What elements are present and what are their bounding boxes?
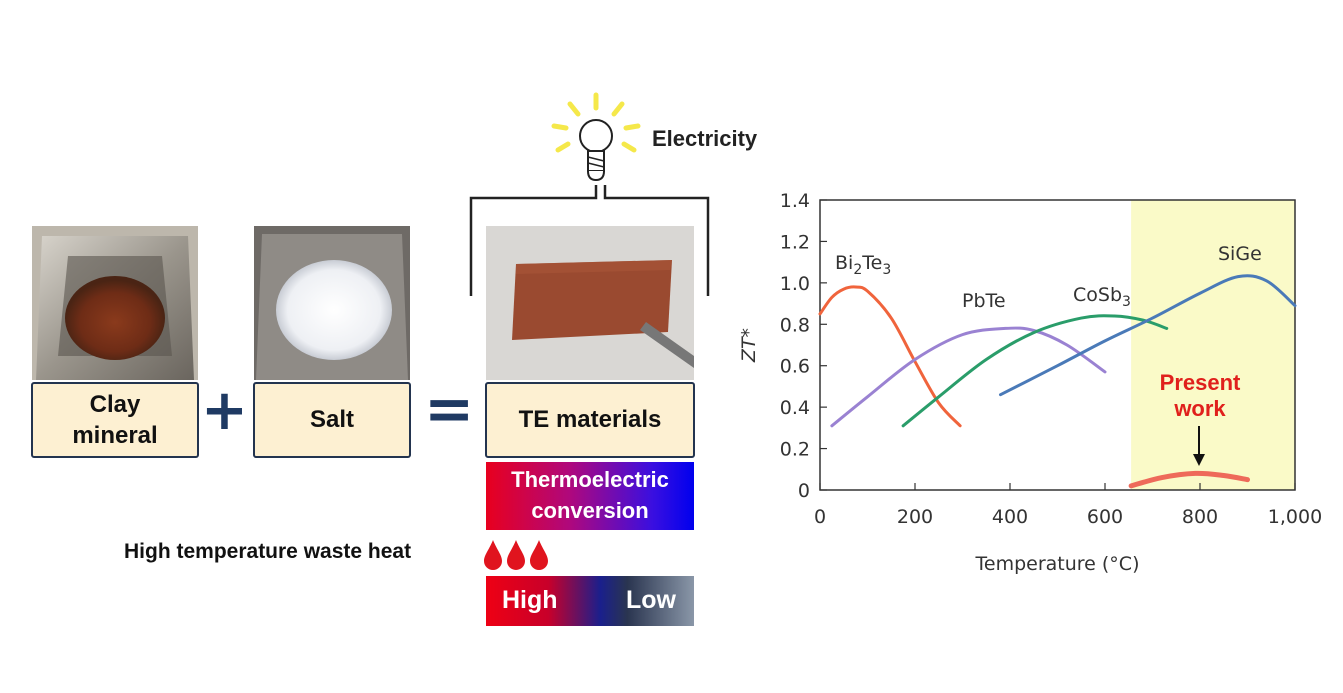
x-tick-label: 400 [992,506,1028,528]
series-label-pbte: PbTe [962,290,1006,312]
zt-chart: 0 0.2 0.4 0.6 0.8 1.0 1.2 1.4 0 200 400 600 800 1,000… [738,190,1322,575]
plus-symbol: + [201,378,248,443]
clay-mineral-label: Clay mineral [31,382,199,458]
series-line-cosb3 [901,314,1169,428]
circuit-wires [469,185,710,296]
x-tick-label: 0 [814,506,826,528]
y-tick-label: 0 [798,480,810,502]
series-label-cosb3: CoSb3 [1073,284,1131,310]
series-label-bi2te3: Bi2Te3 [835,252,891,278]
present-work-label-line2: work [1173,396,1226,421]
x-tick-label: 200 [897,506,933,528]
thermoelectric-conversion-box: Thermoelectric conversion [486,462,694,530]
y-tick-label: 1.2 [780,231,810,253]
gradient-high-label: High [502,586,558,614]
y-axis-title: ZT* [738,328,760,363]
heat-drops-icon [484,540,548,570]
temperature-gradient-bar: High Low [486,576,694,626]
equals-symbol: = [424,374,475,444]
present-work-label-line1: Present [1160,370,1241,395]
electricity-label: Electricity [652,126,758,151]
x-tick-label: 1,000 [1268,506,1322,528]
y-tick-label: 0.2 [780,439,810,461]
x-tick-label: 800 [1182,506,1218,528]
series-line-pbte [830,326,1107,428]
y-tick-label: 0.4 [780,397,810,419]
light-bulb-icon [551,92,641,182]
present-work-arrowhead [1193,454,1205,466]
salt-photo [254,226,410,380]
series-line-sige [999,274,1297,397]
series-label-sige: SiGe [1218,243,1262,265]
series-line-present-work [1128,470,1250,489]
y-tick-label: 1.4 [780,190,810,212]
te-material-photo [486,226,694,380]
clay-photo [32,226,198,380]
waste-heat-label: High temperature waste heat [124,540,412,563]
gradient-low-label: Low [626,586,676,614]
y-tick-label: 0.6 [780,356,810,378]
high-temperature-band [1131,200,1295,490]
x-tick-label: 600 [1087,506,1123,528]
x-axis-title: Temperature (°C) [975,553,1140,575]
te-materials-label: TE materials [485,382,695,458]
y-tick-label: 0.8 [780,314,810,336]
series-line-bi2te3 [818,285,962,428]
plot-frame [819,199,1296,491]
y-tick-label: 1.0 [780,273,810,295]
salt-label: Salt [253,382,411,458]
